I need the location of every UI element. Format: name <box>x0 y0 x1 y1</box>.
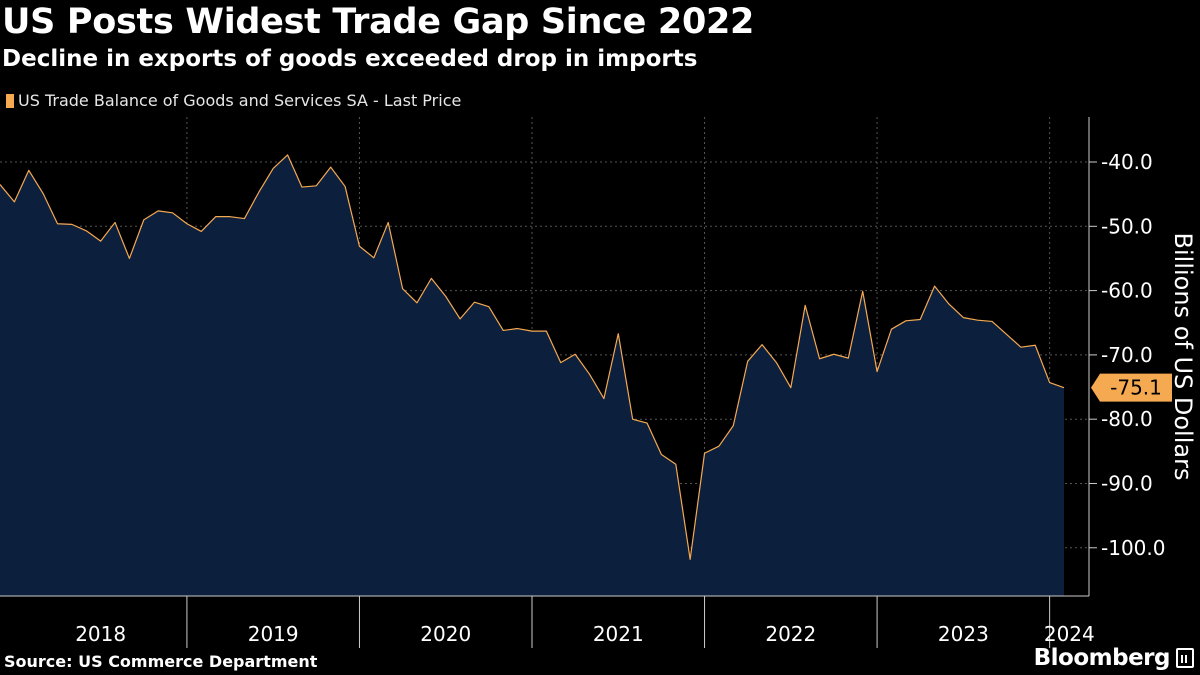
x-tick-label: 2023 <box>938 622 989 646</box>
legend-label: US Trade Balance of Goods and Services S… <box>18 91 462 110</box>
x-tick-label: 2024 <box>1044 622 1095 646</box>
x-tick-label: 2019 <box>248 622 299 646</box>
x-tick-label: 2020 <box>420 622 471 646</box>
area-layer <box>0 154 1065 596</box>
brand-logo: Bloomberg <box>1033 645 1171 671</box>
series-area <box>0 154 1064 596</box>
y-tick-label: -70.0 <box>1101 343 1153 367</box>
last-value-label: -75.1 <box>1110 376 1162 400</box>
chart-legend: US Trade Balance of Goods and Services S… <box>6 91 461 110</box>
chart-subtitle: Decline in exports of goods exceeded dro… <box>2 46 698 72</box>
source-note: Source: US Commerce Department <box>4 652 318 671</box>
y-tick-label: -90.0 <box>1101 471 1153 495</box>
y-tick-label: -50.0 <box>1101 214 1153 238</box>
last-value-tag <box>1091 373 1172 402</box>
terminal-icon <box>1176 648 1194 668</box>
y-tick-label: -80.0 <box>1101 407 1153 431</box>
y-tick-label: -100.0 <box>1101 536 1165 560</box>
y-tick-label: -60.0 <box>1101 279 1153 303</box>
label-layer: -40.0 -50.0 -60.0 -70.0 -80.0 -90.0 -100.0 2018… <box>75 150 1197 646</box>
x-tick-label: 2021 <box>593 622 644 646</box>
y-tick-label: -40.0 <box>1101 150 1153 174</box>
x-tick-label: 2018 <box>75 622 126 646</box>
y-axis-title: Billions of US Dollars <box>1169 233 1197 481</box>
axis-layer <box>0 117 1097 648</box>
legend-swatch <box>6 93 14 108</box>
series-line <box>0 154 1065 560</box>
chart-title: US Posts Widest Trade Gap Since 2022 <box>2 2 755 42</box>
x-tick-label: 2022 <box>765 622 816 646</box>
